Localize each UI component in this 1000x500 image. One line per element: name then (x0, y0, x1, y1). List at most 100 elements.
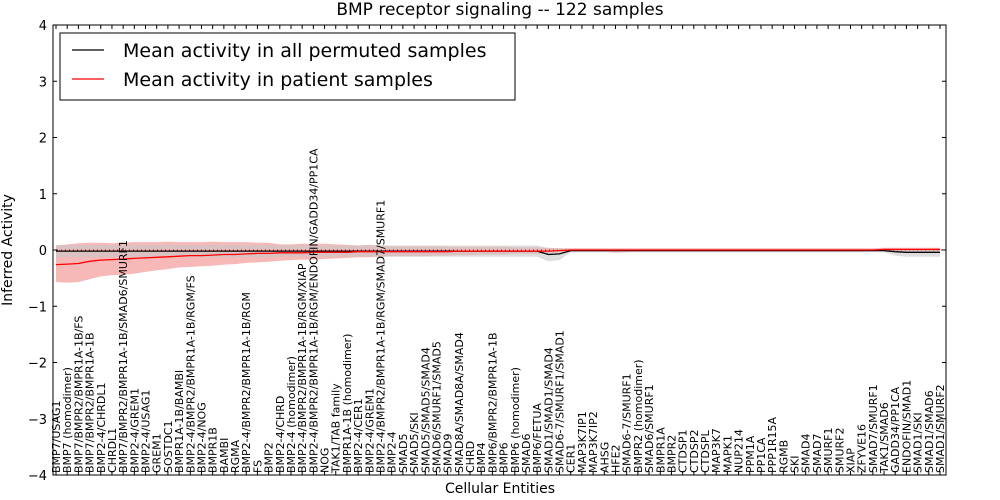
category-label: CTDSP1 (677, 430, 690, 473)
category-label: SMURF1 (822, 428, 835, 474)
category-label: PP1CA (755, 437, 768, 473)
category-label: SMAD5 (397, 434, 410, 473)
category-label: PPP1R15A (766, 416, 779, 473)
category-label: CER1 (565, 444, 578, 473)
legend-label-permuted: Mean activity in all permuted samples (123, 40, 486, 62)
category-label: BMP2-4/BMPR2/BMPR1A-1B/RGM (240, 292, 253, 473)
patient-mean-line (55, 248, 940, 266)
category-label: CHRD (464, 441, 477, 473)
category-label: MAP3K7IP1 (576, 411, 589, 473)
legend-label-patient: Mean activity in patient samples (123, 69, 433, 91)
series-lines (55, 248, 940, 266)
category-label: PPM1A (744, 435, 757, 473)
category-label: BMP2 (263, 442, 276, 473)
category-label: CHRDL1 (106, 428, 119, 473)
category-label: MAPK1 (721, 435, 734, 473)
category-label: BMP2-4/BMPR2/BMPR1A-1B/RGM/ENDOFIN/GADD3… (307, 148, 320, 473)
category-label: BMP2-4 (386, 431, 399, 473)
category-label: BMP2-4/BMPR2/BMPR1A-1B/RGM/FS (184, 275, 197, 473)
category-label: GREM1 (151, 433, 164, 473)
category-label: SMAD6/SMURF1 (643, 384, 656, 473)
category-label: ZFYVE16 (856, 424, 869, 473)
legend: Mean activity in all permuted samples Me… (59, 32, 516, 101)
category-label: BMP7 (homodimer) (61, 367, 74, 473)
category-label: SMAD6 (520, 434, 533, 473)
category-label: BMP6/BMPR2/BMPR1A-1B (486, 332, 499, 473)
category-label: BMP2-4/USAG1 (140, 390, 153, 473)
category-label: MAP3K7IP2 (587, 411, 600, 473)
category-label: BMP2-4 (homodimer) (285, 356, 298, 473)
category-label: BMP6/FETUA (531, 403, 544, 473)
legend-box (59, 32, 516, 101)
x-axis-ticks (55, 25, 941, 475)
y-tick-label: −1 (28, 300, 47, 315)
category-label: SMAD5/SMAD5/SMAD4 (419, 347, 432, 473)
y-tick-label: 4 (39, 19, 47, 34)
category-label: ENDOFIN/SMAD1 (900, 380, 913, 473)
category-label: SMAD9 (442, 434, 455, 473)
category-label: TAK1/SMAD6 (878, 402, 891, 474)
category-label: RGMB (777, 440, 790, 473)
category-label: CTDSPL (699, 430, 712, 473)
category-label: BMP7/BMPR2/BMPR1A-1B/FS (72, 316, 85, 473)
category-label: BMP2-4/CER1 (352, 398, 365, 473)
category-label: BMP7/BMPR2/BMPR1A-1B (84, 332, 97, 473)
category-label: SOSTDC1 (162, 421, 175, 474)
category-label: BMP2-4/BMPR2/BMPR1A-1B/RGM/XIAP (296, 263, 309, 473)
category-label: AHSG (598, 442, 611, 473)
category-label: BMP2-4/GREM1 (128, 388, 141, 473)
confidence-bands (56, 241, 940, 283)
category-label: XIAP (844, 448, 857, 473)
category-label: BMPR1B (207, 427, 220, 473)
category-label: SMAD6/SMURF1/SMAD5 (430, 341, 443, 473)
category-label: NOG (319, 448, 332, 473)
category-label: BMPR1A-1B/BAMBI (173, 370, 186, 473)
category-label: BMP2-4/NOG (195, 402, 208, 473)
category-label: BMP6 (498, 442, 511, 473)
category-label: FS (251, 460, 264, 473)
category-label: SMURF2 (833, 428, 846, 474)
category-label: SMAD6-7/SMURF1 (621, 373, 634, 473)
category-label: BMP7/BMPR2/BMPR1A-1B/SMAD6/SMURF1 (117, 240, 130, 473)
category-label: SMAD6-7/SMURF1/SMAD1 (554, 330, 567, 473)
y-tick-label: −2 (28, 357, 47, 372)
category-label: SMAD1/SMAD6 (923, 390, 936, 473)
y-tick-label: 2 (39, 132, 47, 147)
y-tick-label: 0 (39, 244, 47, 259)
category-label: BMP2-4/CHRD (274, 396, 287, 473)
y-tick-label: −3 (28, 413, 47, 428)
category-label: RGMA (229, 439, 242, 473)
y-axis: −4 −3 −2 −1 0 1 2 3 4 (28, 19, 946, 484)
category-label: MAP3K7 (710, 428, 723, 473)
category-label: BMPR1A (654, 427, 667, 473)
permuted-confidence-band (56, 244, 940, 262)
y-axis-title: Inferred Activity (0, 194, 16, 306)
x-axis-title: Cellular Entities (445, 481, 555, 497)
category-label: BAMBI (218, 438, 231, 473)
category-label: BMP2-4/CHRDL1 (95, 382, 108, 473)
category-label: NUP214 (733, 429, 746, 473)
category-label: BMP2-4/BMPR2/BMPR1A-1B/RGM/SMAD7/SMURF1 (375, 200, 388, 473)
category-label: SMAD8A/SMAD8A/SMAD4 (453, 332, 466, 473)
category-label: BMPR2 (665, 435, 678, 473)
category-label: SMAD1/SMURF2 (934, 384, 947, 473)
category-label: CTDSP2 (688, 430, 701, 473)
category-label: BMPR1A-1B (homodimer) (341, 334, 354, 473)
chart-title: BMP receptor signaling -- 122 samples (336, 0, 663, 20)
category-label: HFE2 (609, 444, 622, 473)
y-tick-label: 1 (39, 188, 47, 203)
category-label: SMAD1/SMAD1/SMAD4 (542, 347, 555, 473)
category-label: SMAD7/SMURF1 (867, 384, 880, 473)
category-label: BMP4 (475, 442, 488, 473)
category-label: SMAD7 (811, 434, 824, 473)
category-label: BMPR2 (homodimer) (632, 359, 645, 473)
category-label: SMAD1/SKI (912, 412, 925, 473)
y-tick-label: 3 (39, 75, 47, 90)
category-label: GADD34/PP1CA (889, 386, 902, 473)
category-label: BMP2-4/GREM1 (363, 388, 376, 473)
category-label: BMP6 (homodimer) (509, 367, 522, 473)
category-label: TAK1/TAB family (330, 383, 343, 474)
category-label: SKI (789, 456, 802, 473)
